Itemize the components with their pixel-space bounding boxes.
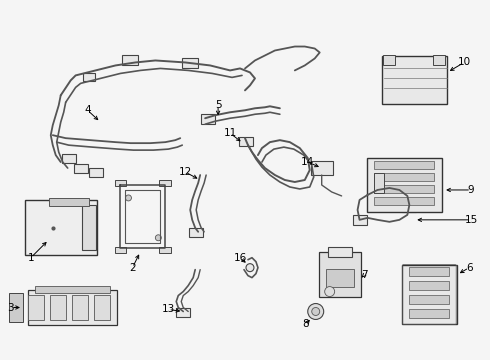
Bar xyxy=(159,180,171,186)
Bar xyxy=(189,228,203,237)
Bar xyxy=(9,293,23,323)
Text: 6: 6 xyxy=(466,263,472,273)
Bar xyxy=(83,73,95,81)
Bar xyxy=(311,161,333,175)
Text: 13: 13 xyxy=(162,305,175,315)
Bar xyxy=(409,309,449,318)
Bar xyxy=(182,58,198,68)
Bar xyxy=(72,294,88,320)
Bar xyxy=(239,137,253,146)
Bar xyxy=(28,294,44,320)
Bar xyxy=(374,173,385,193)
Bar xyxy=(35,286,110,293)
Ellipse shape xyxy=(125,195,131,201)
Ellipse shape xyxy=(325,287,335,297)
Bar xyxy=(328,247,352,257)
Text: 15: 15 xyxy=(465,215,478,225)
Bar xyxy=(115,247,126,253)
Bar xyxy=(74,163,88,172)
Bar xyxy=(367,158,442,212)
Bar xyxy=(50,294,66,320)
Text: 3: 3 xyxy=(7,302,14,312)
Bar xyxy=(374,185,434,193)
Text: 2: 2 xyxy=(129,263,136,273)
Bar xyxy=(176,308,190,317)
Bar xyxy=(318,252,361,297)
Bar xyxy=(201,114,215,124)
Ellipse shape xyxy=(246,264,254,272)
Bar xyxy=(28,289,118,325)
Bar xyxy=(374,173,434,181)
Bar xyxy=(159,247,171,253)
Bar xyxy=(326,269,354,287)
Bar xyxy=(382,57,447,104)
Text: 5: 5 xyxy=(215,100,221,110)
Bar xyxy=(49,198,89,206)
Bar xyxy=(94,294,110,320)
Bar xyxy=(115,180,126,186)
Text: 12: 12 xyxy=(179,167,192,177)
Bar xyxy=(409,295,449,304)
Text: 10: 10 xyxy=(458,58,471,67)
Bar xyxy=(409,281,449,290)
Bar xyxy=(374,197,434,205)
Bar xyxy=(409,267,449,276)
Text: 9: 9 xyxy=(468,185,474,195)
Text: 8: 8 xyxy=(302,319,309,329)
Bar xyxy=(122,55,138,66)
Ellipse shape xyxy=(155,235,161,241)
Bar xyxy=(353,215,367,225)
Ellipse shape xyxy=(312,307,319,315)
Text: 4: 4 xyxy=(84,105,91,115)
Bar xyxy=(82,206,96,250)
Text: 11: 11 xyxy=(223,128,237,138)
Bar xyxy=(25,201,97,255)
Text: 16: 16 xyxy=(233,253,246,263)
Text: 1: 1 xyxy=(27,253,34,263)
Bar xyxy=(433,55,445,66)
Ellipse shape xyxy=(308,303,324,319)
Bar xyxy=(384,55,395,66)
Bar xyxy=(62,154,75,163)
Bar xyxy=(374,161,434,169)
Text: 14: 14 xyxy=(301,157,315,167)
Text: 7: 7 xyxy=(361,270,368,280)
Bar xyxy=(402,265,457,324)
Bar xyxy=(402,202,416,212)
Bar xyxy=(89,167,102,176)
